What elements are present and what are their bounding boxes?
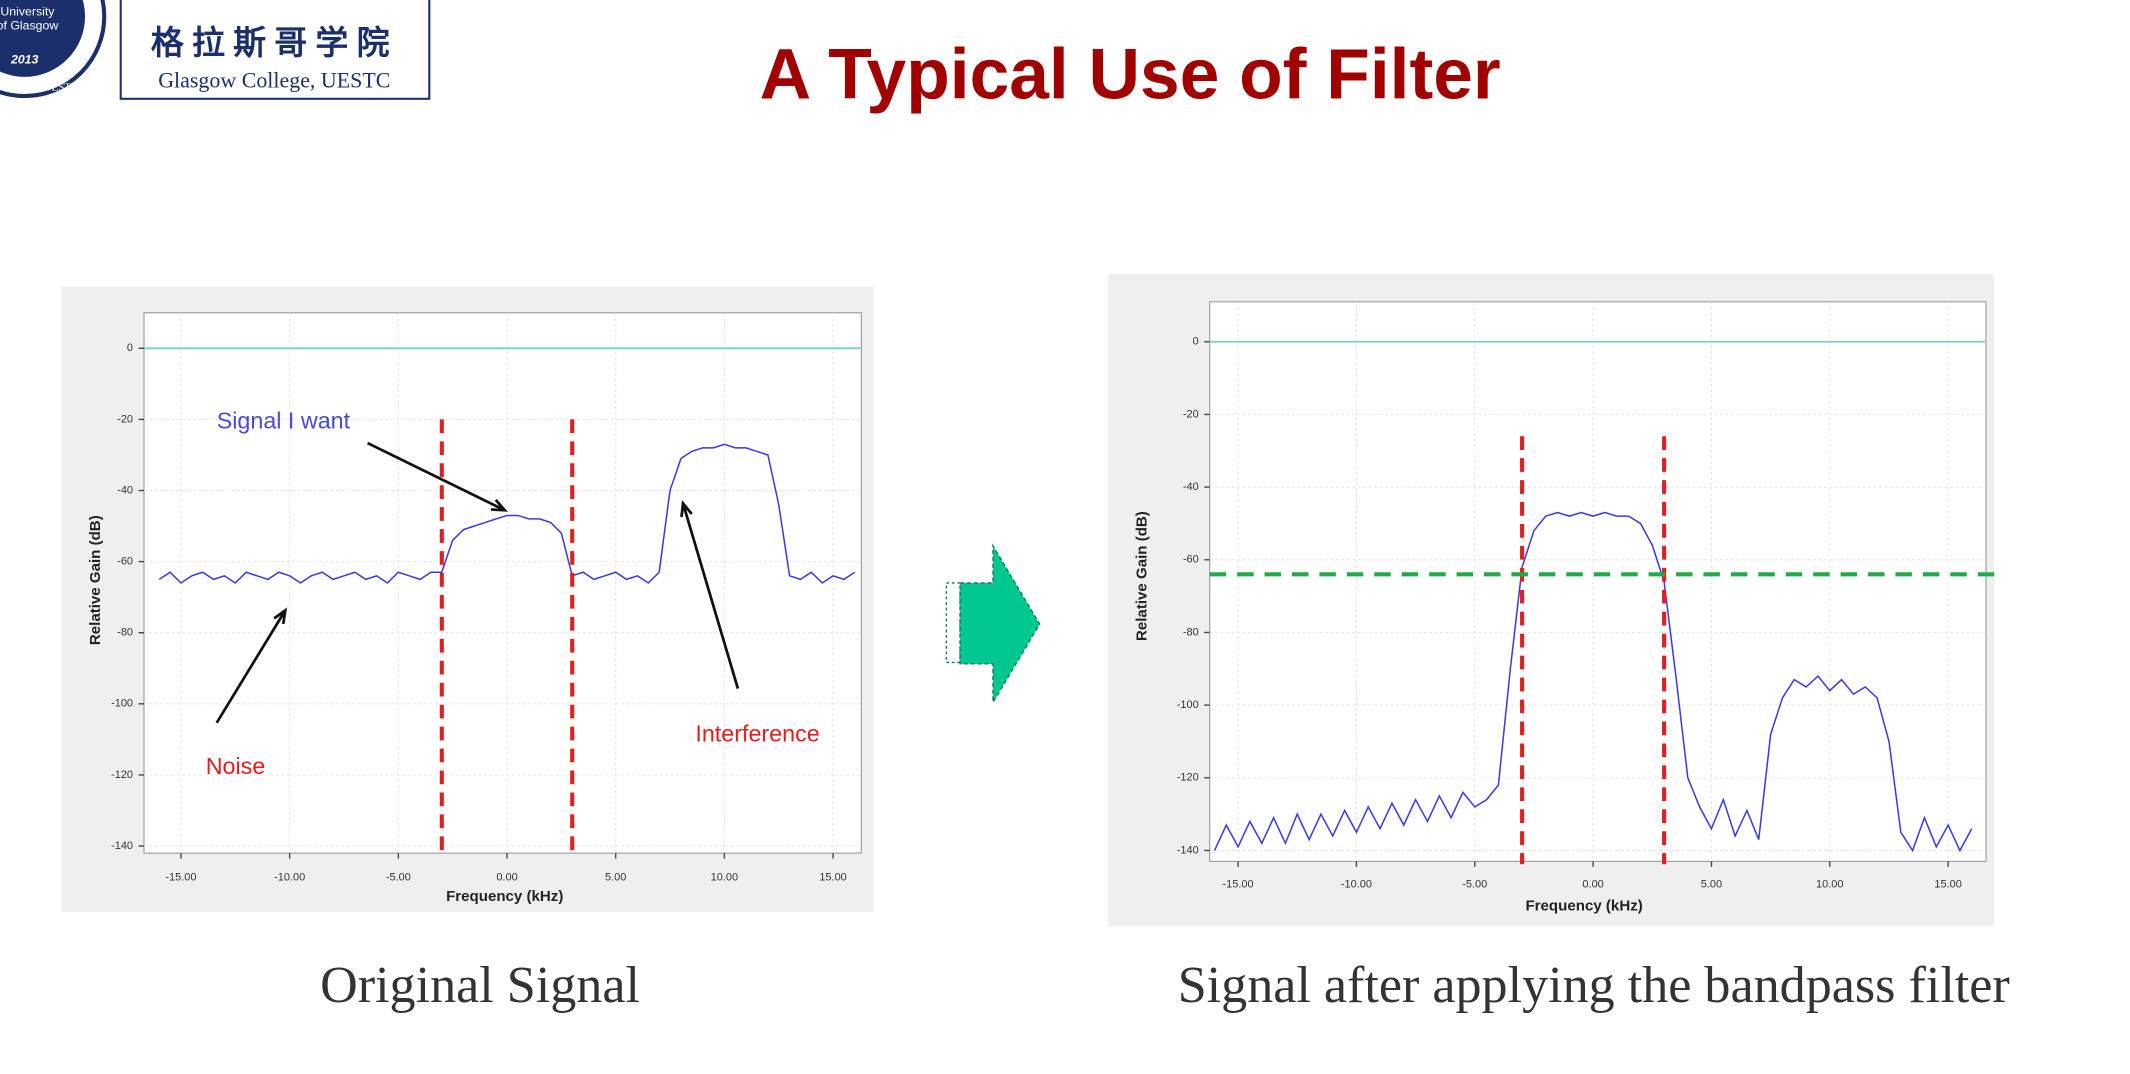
x-tick-label: 0.00 xyxy=(1582,879,1603,891)
logo-text: 2013 xyxy=(10,53,39,67)
y-axis-label: Relative Gain (dB) xyxy=(1133,511,1150,641)
slide-title: A Typical Use of Filter xyxy=(760,34,1501,114)
x-tick-label: 15.00 xyxy=(819,872,846,884)
x-tick-label: 10.00 xyxy=(1816,879,1843,891)
x-tick-label: 5.00 xyxy=(605,872,626,884)
annotation-arrow xyxy=(680,500,740,689)
logo-chinese: 格拉斯哥学院 xyxy=(151,24,398,62)
annotation-arrow xyxy=(366,441,508,512)
x-tick-label: 0.00 xyxy=(496,872,517,884)
annotation: Signal I want xyxy=(217,408,351,434)
x-axis-label: Frequency (kHz) xyxy=(1525,898,1642,915)
x-tick-label: -15.00 xyxy=(1223,879,1254,891)
annotation: Interference xyxy=(695,720,819,746)
y-tick-label: -40 xyxy=(1183,481,1199,493)
x-tick-label: -10.00 xyxy=(1341,879,1372,891)
caption: Signal after applying the bandpass filte… xyxy=(1178,957,2010,1014)
logo-text: College, UESTC xyxy=(4,81,78,93)
y-tick-label: -40 xyxy=(117,484,133,496)
plot-area xyxy=(1209,301,1987,862)
series-line xyxy=(158,443,856,584)
y-tick-label: -60 xyxy=(1183,554,1199,566)
y-tick-label: -140 xyxy=(111,840,133,852)
annotation-arrow xyxy=(215,607,288,724)
logo-english: Glasgow College, UESTC xyxy=(158,67,390,92)
y-tick-label: -100 xyxy=(1177,699,1199,711)
y-tick-label: -100 xyxy=(111,698,133,710)
x-tick-label: -5.00 xyxy=(1462,879,1487,891)
x-tick-label: 5.00 xyxy=(1701,879,1722,891)
y-axis-label: Relative Gain (dB) xyxy=(87,515,104,645)
y-tick-label: -60 xyxy=(117,556,133,568)
x-tick-label: -15.00 xyxy=(165,872,196,884)
annotation: Noise xyxy=(206,753,266,779)
y-tick-label: -80 xyxy=(1183,626,1199,638)
x-axis-label: Frequency (kHz) xyxy=(446,888,563,905)
x-tick-label: -5.00 xyxy=(386,872,411,884)
logo-box xyxy=(119,0,431,100)
y-tick-label: 0 xyxy=(127,342,133,354)
y-tick-label: -120 xyxy=(1177,772,1199,784)
y-tick-label: -20 xyxy=(117,413,133,425)
y-tick-label: -120 xyxy=(111,769,133,781)
arrow xyxy=(945,543,1041,705)
logo-emblem xyxy=(0,0,107,99)
y-tick-label: -80 xyxy=(117,627,133,639)
x-tick-label: 15.00 xyxy=(1934,879,1961,891)
caption: Original Signal xyxy=(320,957,640,1014)
x-tick-label: 10.00 xyxy=(711,872,738,884)
logo-text: of Glasgow xyxy=(0,18,58,32)
x-tick-label: -10.00 xyxy=(274,872,305,884)
series-line xyxy=(1213,511,1973,853)
y-tick-label: -20 xyxy=(1183,408,1199,420)
y-tick-label: -140 xyxy=(1177,844,1199,856)
plot-area xyxy=(143,312,862,854)
logo-text: University xyxy=(0,5,55,19)
y-tick-label: 0 xyxy=(1193,336,1199,348)
